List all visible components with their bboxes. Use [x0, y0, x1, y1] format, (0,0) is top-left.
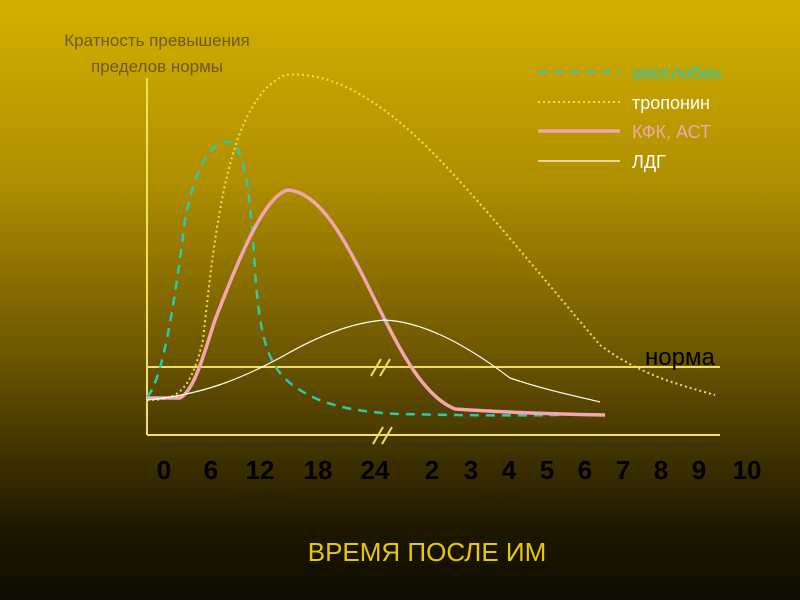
x-tick-label: 10 — [733, 455, 762, 485]
x-ticks-days: 2 3 4 5 6 7 8 9 10 — [425, 455, 762, 485]
series-line-troponin — [146, 73, 716, 401]
x-tick-label: 6 — [204, 455, 218, 485]
legend-label-troponin: тропонин — [632, 93, 710, 113]
series-line-myoglobin — [146, 140, 561, 417]
x-tick-label: 8 — [654, 455, 668, 485]
legend: миоглобин тропонин КФК, АСТ ЛДГ — [538, 63, 722, 172]
norm-label: норма — [645, 344, 715, 371]
x-tick-label: 0 — [157, 455, 171, 485]
x-tick-label: 2 — [425, 455, 439, 485]
y-axis-label-line-1: Кратность превышения — [64, 31, 249, 50]
x-tick-label: 9 — [692, 455, 706, 485]
axis-break-mark-axis — [372, 426, 393, 445]
x-unit-days: ДНИ — [480, 489, 520, 510]
x-ticks-hours: 0 6 12 18 24 — [157, 455, 390, 485]
x-tick-label: 5 — [540, 455, 554, 485]
x-unit-hours: ЧАСЫ — [234, 489, 289, 510]
x-axis-title: ВРЕМЯ ПОСЛЕ ИМ — [308, 537, 546, 567]
x-tick-label: 3 — [464, 455, 478, 485]
series-line-kfk-ast — [147, 188, 606, 417]
axis-break-mark-norm — [370, 358, 391, 377]
series-line-ldg — [146, 319, 601, 403]
x-tick-label: 18 — [304, 455, 333, 485]
legend-label-myoglobin: миоглобин — [632, 63, 722, 83]
x-tick-label: 24 — [361, 455, 390, 485]
x-tick-label: 7 — [616, 455, 630, 485]
x-tick-label: 12 — [246, 455, 275, 485]
x-tick-label: 4 — [502, 455, 517, 485]
legend-label-kfk-ast: КФК, АСТ — [632, 122, 711, 142]
legend-label-ldg: ЛДГ — [632, 152, 666, 172]
y-axis-label-line-2: пределов нормы — [91, 57, 223, 76]
x-tick-label: 6 — [578, 455, 592, 485]
